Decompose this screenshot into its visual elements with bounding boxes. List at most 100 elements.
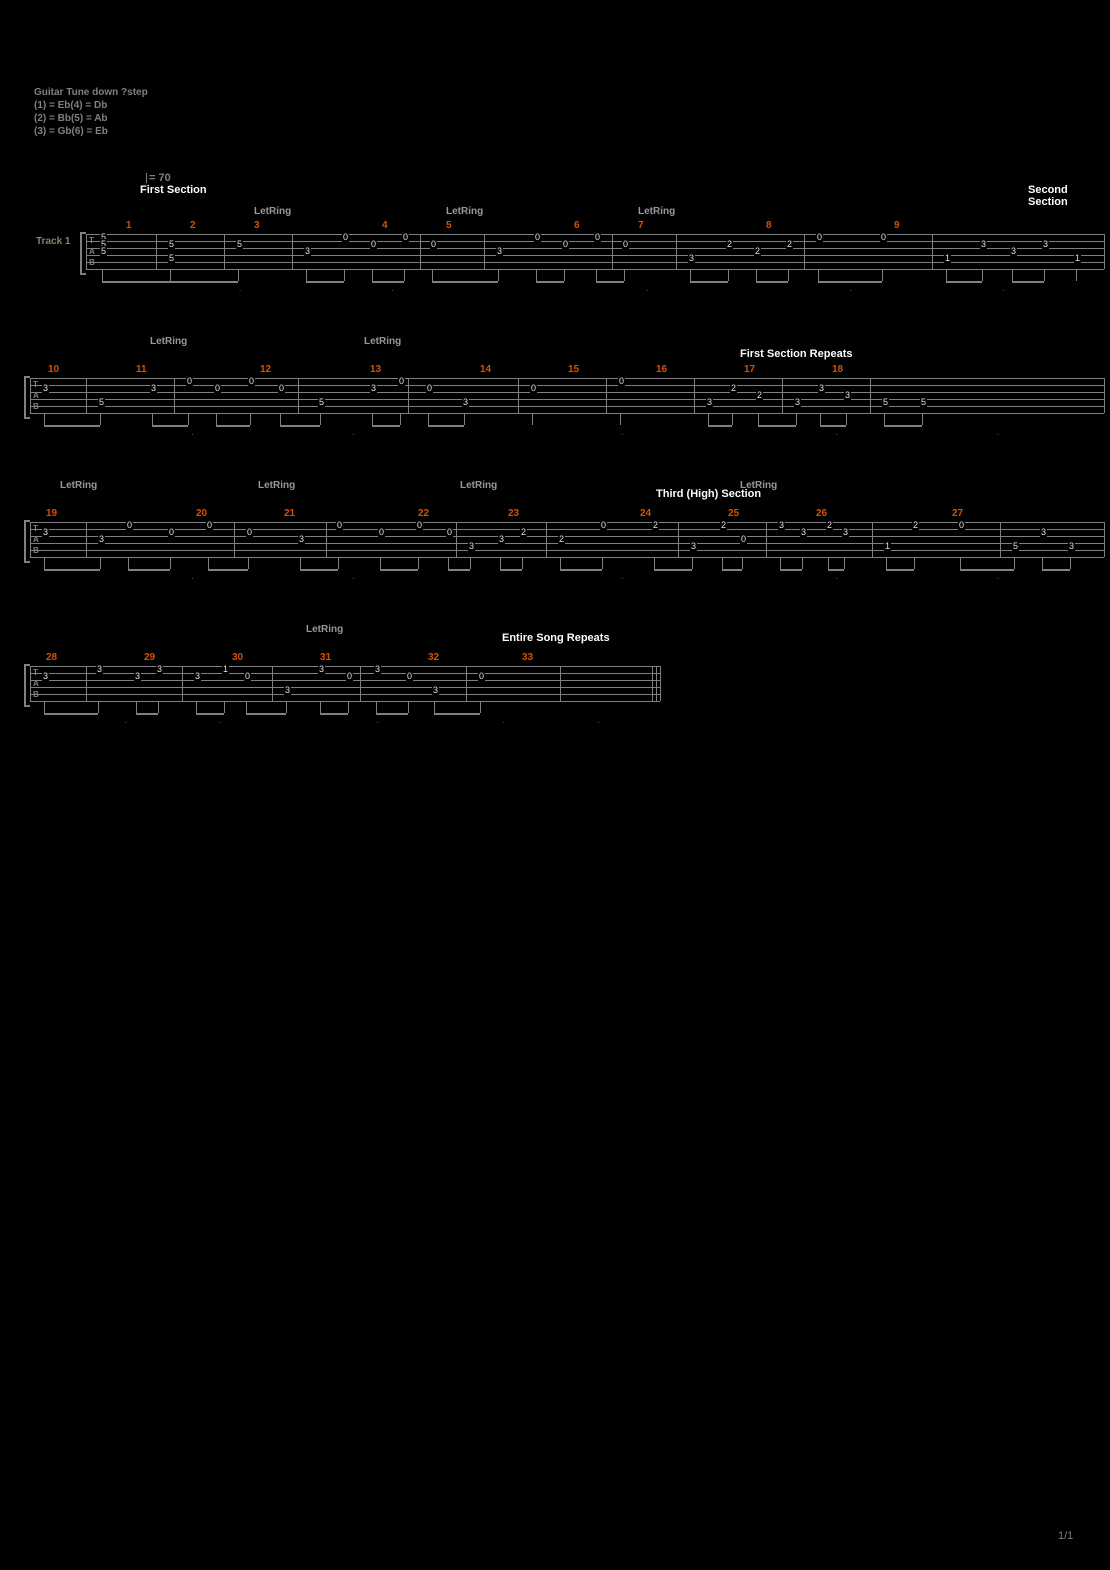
measure-number: 16 xyxy=(656,364,667,375)
barline xyxy=(1104,378,1105,413)
measure-number: 17 xyxy=(744,364,755,375)
tab-letter: A xyxy=(89,247,95,256)
fret-number: 0 xyxy=(446,527,453,537)
fret-number: 3 xyxy=(318,664,325,674)
letring-label: LetRing xyxy=(460,480,497,491)
fret-number: 3 xyxy=(42,527,49,537)
measure-number: 33 xyxy=(522,652,533,663)
barline xyxy=(298,378,299,413)
fret-number: 3 xyxy=(496,246,503,256)
fret-number: 0 xyxy=(278,383,285,393)
fret-number: 0 xyxy=(406,671,413,681)
fret-number: 0 xyxy=(398,376,405,386)
fret-number: 3 xyxy=(374,664,381,674)
fret-number: 2 xyxy=(756,390,763,400)
staff-line xyxy=(30,392,1104,393)
staff-line xyxy=(30,666,660,667)
measure-number: 32 xyxy=(428,652,439,663)
measure-number: 27 xyxy=(952,508,963,519)
barline xyxy=(408,378,409,413)
fret-number: 0 xyxy=(336,520,343,530)
fret-number: 0 xyxy=(426,383,433,393)
barline xyxy=(1104,522,1105,557)
fret-number: 2 xyxy=(652,520,659,530)
rest-mark: · xyxy=(191,574,194,583)
measure-number: 3 xyxy=(254,220,260,231)
measure-number: 24 xyxy=(640,508,651,519)
fret-number: 5 xyxy=(318,397,325,407)
barline xyxy=(1104,234,1105,269)
measure-number: 23 xyxy=(508,508,519,519)
fret-number: 0 xyxy=(214,383,221,393)
fret-number: 5 xyxy=(168,253,175,263)
barline xyxy=(560,666,561,701)
barline xyxy=(86,522,87,557)
staff-line xyxy=(86,255,1104,256)
barline xyxy=(872,522,873,557)
measure-number: 28 xyxy=(46,652,57,663)
fret-number: 1 xyxy=(1074,253,1081,263)
measure-number: 20 xyxy=(196,508,207,519)
measure-number: 31 xyxy=(320,652,331,663)
staff-line xyxy=(30,529,1104,530)
fret-number: 0 xyxy=(562,239,569,249)
barline xyxy=(694,378,695,413)
barline xyxy=(86,378,87,413)
fret-number: 2 xyxy=(730,383,737,393)
rest-mark: · xyxy=(997,574,1000,583)
barline xyxy=(272,666,273,701)
fret-number: 3 xyxy=(370,383,377,393)
staff-line xyxy=(30,687,660,688)
letring-label: LetRing xyxy=(254,206,291,217)
tab-staff: TAB282930313233LetRing33333103303030····… xyxy=(0,666,1110,726)
fret-number: 0 xyxy=(958,520,965,530)
letring-label: LetRing xyxy=(740,480,777,491)
staff-line xyxy=(30,550,1104,551)
measure-number: 14 xyxy=(480,364,491,375)
rest-mark: · xyxy=(352,430,355,439)
fret-number: 0 xyxy=(168,527,175,537)
fret-number: 3 xyxy=(284,685,291,695)
tab-letter: B xyxy=(33,690,39,699)
tab-staff: TAB123456789LetRingLetRingLetRing5555553… xyxy=(0,234,1110,294)
fret-number: 3 xyxy=(818,383,825,393)
fret-number: 3 xyxy=(1068,541,1075,551)
barline xyxy=(466,666,467,701)
rest-mark: · xyxy=(997,430,1000,439)
fret-number: 0 xyxy=(594,232,601,242)
fret-number: 0 xyxy=(622,239,629,249)
fret-number: 3 xyxy=(706,397,713,407)
measure-number: 21 xyxy=(284,508,295,519)
barline xyxy=(326,522,327,557)
rest-mark: · xyxy=(503,718,506,727)
barline xyxy=(420,234,421,269)
staff-line xyxy=(30,673,660,674)
rest-mark: · xyxy=(836,430,839,439)
fret-number: 2 xyxy=(912,520,919,530)
tab-letter: A xyxy=(33,679,39,688)
fret-number: 3 xyxy=(298,534,305,544)
barline xyxy=(1000,522,1001,557)
fret-number: 1 xyxy=(884,541,891,551)
measure-number: 19 xyxy=(46,508,57,519)
rest-mark: · xyxy=(377,718,380,727)
fret-number: 0 xyxy=(206,520,213,530)
fret-number: 3 xyxy=(98,534,105,544)
barline xyxy=(606,378,607,413)
barline xyxy=(86,666,87,701)
staff-line xyxy=(30,413,1104,414)
fret-number: 3 xyxy=(462,397,469,407)
rest-mark: · xyxy=(391,286,394,295)
barline xyxy=(518,378,519,413)
barline xyxy=(546,522,547,557)
barline xyxy=(224,234,225,269)
barline xyxy=(182,666,183,701)
fret-number: 1 xyxy=(222,664,229,674)
fret-number: 3 xyxy=(1040,527,1047,537)
staff-line xyxy=(86,262,1104,263)
tab-letter: T xyxy=(89,236,94,245)
barline xyxy=(234,522,235,557)
fret-number: 3 xyxy=(842,527,849,537)
fret-number: 3 xyxy=(432,685,439,695)
letring-label: LetRing xyxy=(638,206,675,217)
